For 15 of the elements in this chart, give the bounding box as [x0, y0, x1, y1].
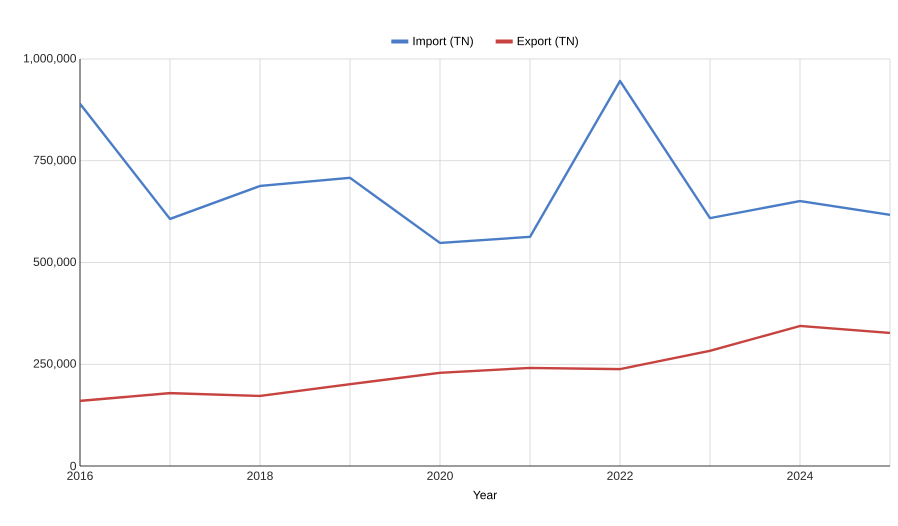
x-tick-label: 2018	[247, 472, 273, 480]
x-axis-title: Year	[473, 490, 497, 500]
legend-label: Export (TN)	[518, 36, 578, 48]
line-series	[80, 80, 890, 244]
x-tick-label: 2016	[67, 472, 93, 480]
y-tick-label: 1,000,000	[24, 54, 76, 64]
y-tick-label: 500,000	[34, 258, 76, 268]
line-series	[80, 324, 890, 402]
y-tick-label: 0	[70, 462, 76, 470]
x-tick-label: 2024	[787, 472, 813, 480]
legend-label: Import (TN)	[413, 36, 473, 48]
x-tick-label: 2020	[427, 472, 453, 480]
y-tick-label: 750,000	[34, 156, 76, 166]
x-tick-label: 2022	[607, 472, 633, 480]
y-tick-label: 250,000	[34, 359, 76, 370]
